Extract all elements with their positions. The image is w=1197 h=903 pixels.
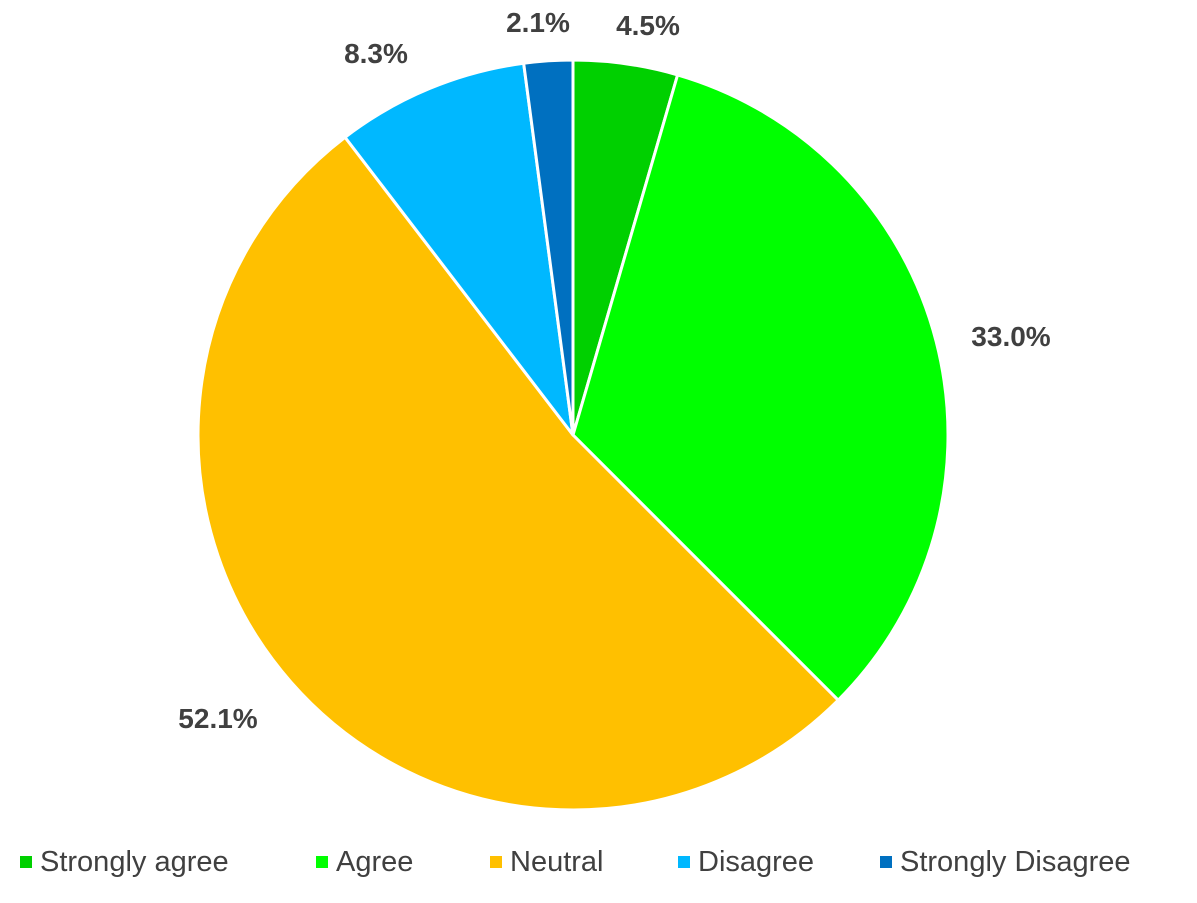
legend-swatch-disagree xyxy=(678,856,690,868)
legend-swatch-strongly-agree xyxy=(20,856,32,868)
legend-swatch-strongly-disagree xyxy=(880,856,892,868)
legend-swatch-neutral xyxy=(490,856,502,868)
legend-label: Strongly Disagree xyxy=(900,845,1131,878)
legend-label: Neutral xyxy=(510,845,604,878)
pie-slice-agree xyxy=(571,73,950,702)
data-labels: 4.5% 33.0% 52.1% 8.3% 2.1% xyxy=(178,7,1050,734)
data-label-strongly-disagree: 2.1% xyxy=(506,7,570,38)
legend-label: Disagree xyxy=(698,845,815,878)
legend-label: Strongly agree xyxy=(40,845,229,878)
legend: Strongly agree Agree Neutral Disagree St… xyxy=(0,842,1197,882)
data-label-agree: 33.0% xyxy=(971,321,1050,352)
legend-item-neutral: Neutral xyxy=(490,842,604,882)
data-label-disagree: 8.3% xyxy=(344,38,408,69)
legend-swatch-agree xyxy=(316,856,328,868)
pie-chart: 4.5% 33.0% 52.1% 8.3% 2.1% xyxy=(178,7,1051,812)
data-label-neutral: 52.1% xyxy=(178,703,257,734)
legend-item-strongly-disagree: Strongly Disagree xyxy=(880,842,1131,882)
legend-item-strongly-agree: Strongly agree xyxy=(20,842,229,882)
pie-slice-strongly-disagree xyxy=(522,58,575,437)
legend-label: Agree xyxy=(336,845,414,878)
pie-slices xyxy=(196,58,950,812)
data-label-strongly-agree: 4.5% xyxy=(616,10,680,41)
pie-slice-disagree xyxy=(343,61,575,437)
pie-slice-neutral xyxy=(196,135,840,812)
legend-item-disagree: Disagree xyxy=(678,842,814,882)
legend-item-agree: Agree xyxy=(316,842,413,882)
